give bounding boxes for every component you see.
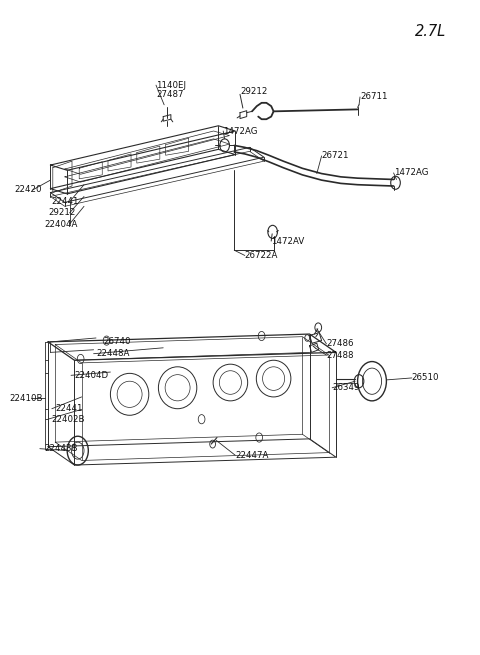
Text: 26721: 26721 [322, 151, 349, 160]
Text: 26349: 26349 [332, 383, 360, 392]
Text: 27487: 27487 [156, 90, 183, 100]
Text: 29212: 29212 [48, 208, 75, 217]
Text: 1472AV: 1472AV [271, 236, 304, 246]
Text: 1140EJ: 1140EJ [156, 81, 186, 90]
Text: 22441: 22441 [52, 197, 79, 206]
Text: 27488: 27488 [326, 350, 354, 360]
Text: 22420: 22420 [14, 185, 42, 195]
Text: 26722A: 26722A [245, 251, 278, 260]
Text: 1472AG: 1472AG [223, 126, 258, 136]
Text: 22410B: 22410B [10, 394, 43, 403]
Text: 27486: 27486 [326, 339, 354, 348]
Text: 1472AG: 1472AG [394, 168, 428, 178]
Text: 22404D: 22404D [74, 371, 108, 380]
Text: 26711: 26711 [360, 92, 387, 102]
Text: 22448A: 22448A [96, 349, 130, 358]
Text: 22404A: 22404A [44, 219, 78, 229]
Text: 2.7L: 2.7L [415, 24, 446, 39]
Text: 26740: 26740 [103, 337, 131, 346]
Text: 26510: 26510 [412, 373, 439, 383]
Text: 22447A: 22447A [235, 451, 269, 460]
Text: 22443B: 22443B [44, 444, 78, 453]
Text: 22441: 22441 [55, 404, 83, 413]
Text: 29212: 29212 [240, 87, 267, 96]
Text: 22402B: 22402B [52, 415, 85, 424]
